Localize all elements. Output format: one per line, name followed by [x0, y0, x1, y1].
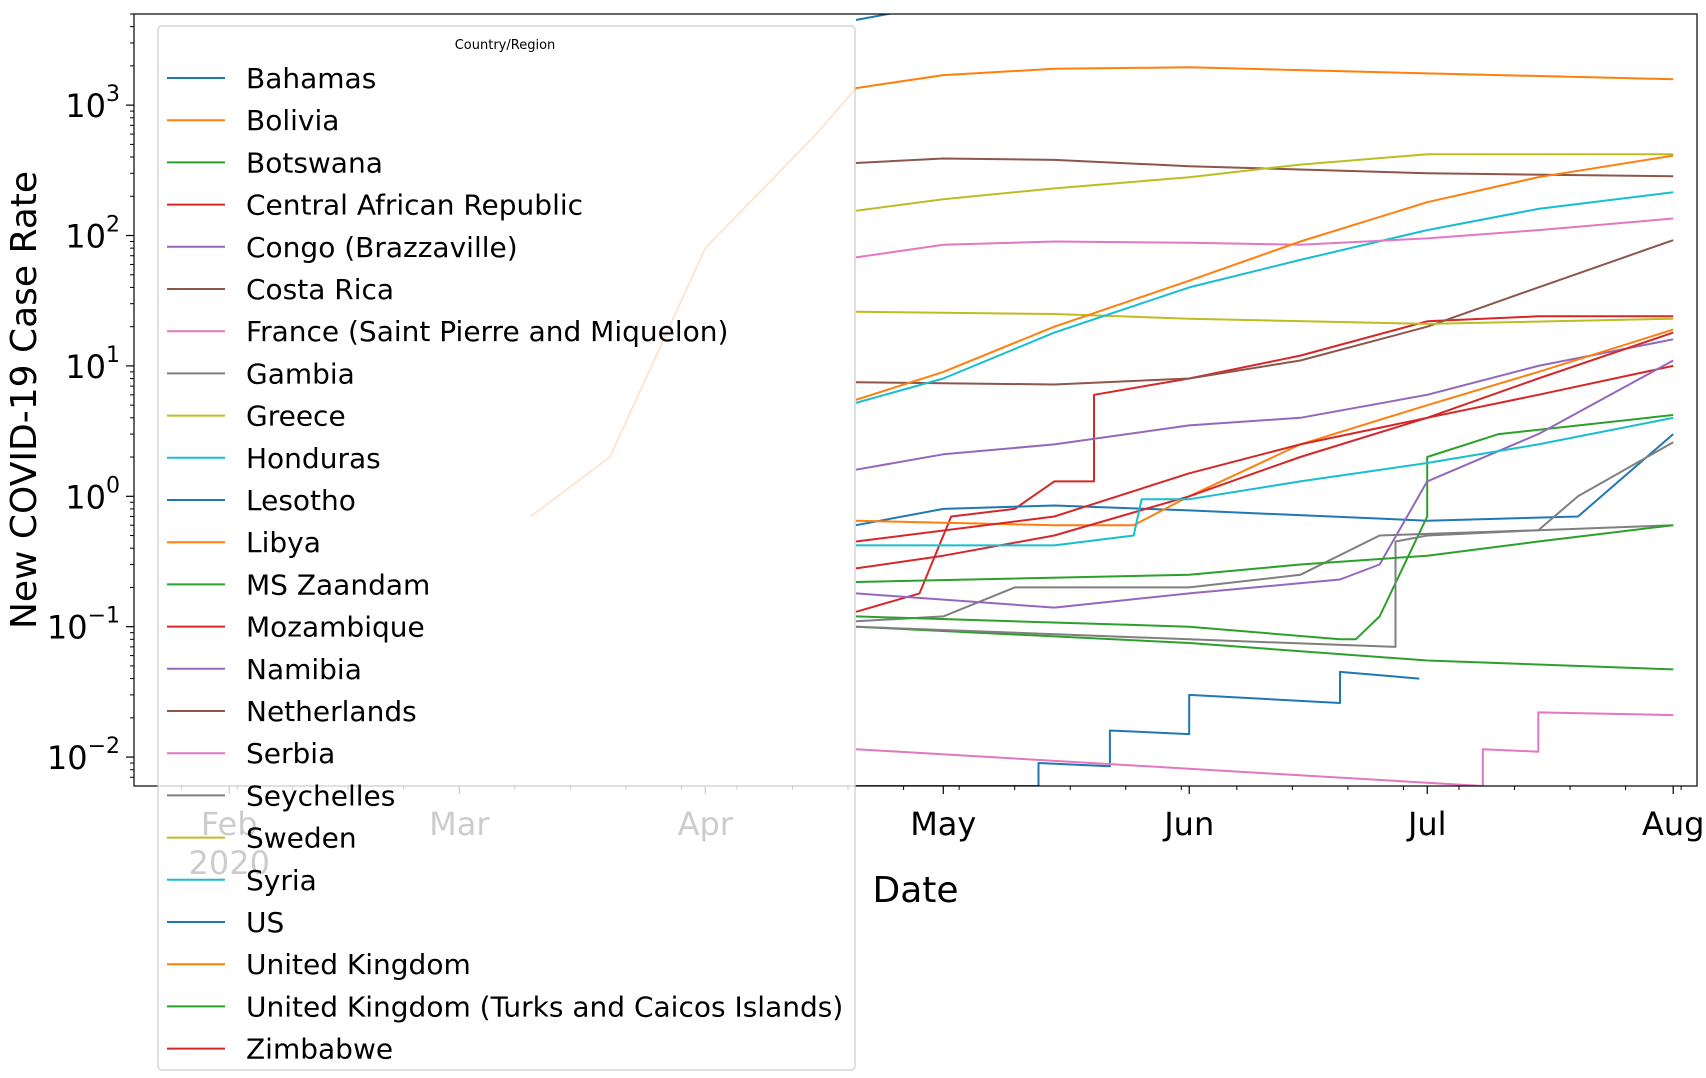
legend-label: Mozambique: [246, 611, 425, 644]
y-tick-label: 10−2: [47, 734, 120, 777]
y-tick-label: 10−1: [47, 604, 120, 647]
series-line-libya: [855, 328, 1674, 527]
y-tick-label: 100: [65, 473, 120, 516]
x-tick-label: Aug: [1642, 805, 1704, 843]
legend-label: France (Saint Pierre and Miquelon): [246, 315, 728, 348]
legend-label: Botswana: [246, 146, 383, 179]
legend-item: Namibia: [167, 653, 362, 686]
series-line-namibia: [855, 359, 1674, 609]
legend-item: Libya: [167, 526, 321, 559]
y-tick-label: 103: [65, 82, 120, 125]
legend-item: Seychelles: [167, 779, 395, 812]
legend-item: Congo (Brazzaville): [167, 231, 518, 264]
series-line-greece: [855, 310, 1674, 325]
legend-label: Syria: [246, 864, 317, 897]
legend-label: Costa Rica: [246, 273, 394, 306]
series-line-botswana: [855, 625, 1674, 671]
y-axis: 10−2 10−1 100 101 102 103: [47, 13, 134, 778]
legend-label: United Kingdom (Turks and Caicos Islands…: [246, 990, 843, 1023]
series-line-syria: [856, 416, 1674, 547]
x-tick-label: Jun: [1162, 805, 1214, 843]
legend-item: Bolivia: [167, 104, 339, 137]
legend-title: Country/Region: [455, 38, 556, 53]
series-line-united-kingdom: [855, 154, 1674, 401]
series-line-france-saint-pierre-and-miquelon: [855, 711, 1674, 786]
legend-label: Seychelles: [246, 779, 395, 812]
legend-label: Central African Republic: [246, 189, 583, 222]
series-line-honduras: [855, 191, 1674, 404]
legend-label: MS Zaandam: [246, 568, 430, 601]
series-line-seychelles: [855, 441, 1674, 648]
legend-label: Greece: [246, 400, 346, 433]
legend-item: Lesotho: [167, 484, 356, 517]
series-line-ms-zaandam: [855, 414, 1674, 641]
legend-label: United Kingdom: [246, 948, 471, 981]
x-axis-title: Date: [872, 870, 958, 911]
legend-label: Congo (Brazzaville): [246, 231, 518, 264]
legend-item: US: [167, 906, 284, 939]
legend-item: Bahamas: [167, 62, 376, 95]
legend-item: Mozambique: [167, 611, 425, 644]
legend-label: Libya: [246, 526, 321, 559]
series-line-us: [855, 14, 894, 21]
series-layer: [530, 14, 1674, 786]
legend-label: Lesotho: [246, 484, 356, 517]
plot-area: [133, 13, 1698, 787]
legend: Country/Region Bahamas Bolivia Botswana Cen…: [157, 25, 856, 1071]
series-line-costa-rica: [855, 239, 1674, 386]
series-line-serbia: [855, 217, 1674, 259]
series-line-united-kingdom-turks-and-caicos-islands: [855, 524, 1674, 583]
legend-item: United Kingdom (Turks and Caicos Islands…: [167, 990, 843, 1023]
legend-item: Gambia: [167, 357, 355, 390]
series-line-zimbabwe: [855, 331, 1674, 543]
legend-label: Bahamas: [246, 62, 376, 95]
legend-item: Central African Republic: [167, 189, 583, 222]
legend-label: Zimbabwe: [246, 1033, 393, 1066]
series-line-sweden: [855, 153, 1674, 212]
legend-label: Sweden: [246, 822, 357, 855]
legend-item: Zimbabwe: [167, 1033, 393, 1066]
legend-box: [157, 25, 856, 1071]
legend-label: Netherlands: [246, 695, 417, 728]
legend-item: United Kingdom: [167, 948, 471, 981]
series-line-netherlands: [855, 157, 1674, 178]
y-tick-label: 102: [65, 213, 120, 256]
legend-item: Netherlands: [167, 695, 417, 728]
y-tick-label: 101: [65, 343, 120, 386]
legend-label: Serbia: [246, 737, 335, 770]
legend-item: Serbia: [167, 737, 335, 770]
legend-item: Syria: [167, 864, 317, 897]
legend-label: Honduras: [246, 442, 381, 475]
legend-item: France (Saint Pierre and Miquelon): [167, 315, 728, 348]
legend-item: Botswana: [167, 146, 383, 179]
series-line-bahamas: [856, 670, 1420, 786]
legend-item: Sweden: [167, 822, 357, 855]
legend-label: Namibia: [246, 653, 362, 686]
series-line-congo-brazzaville: [855, 338, 1674, 471]
series-line-lesotho: [855, 433, 1674, 527]
legend-label: Bolivia: [246, 104, 339, 137]
legend-item: MS Zaandam: [167, 568, 430, 601]
x-tick-label: May: [910, 805, 976, 843]
legend-item: Greece: [167, 400, 346, 433]
series-line-mozambique: [855, 364, 1674, 570]
legend-item: Honduras: [167, 442, 381, 475]
legend-label: Gambia: [246, 357, 355, 390]
y-axis-title: New COVID-19 Case Rate: [4, 171, 45, 629]
legend-label: US: [246, 906, 284, 939]
legend-item: Costa Rica: [167, 273, 394, 306]
x-tick-label: Jul: [1406, 805, 1447, 843]
